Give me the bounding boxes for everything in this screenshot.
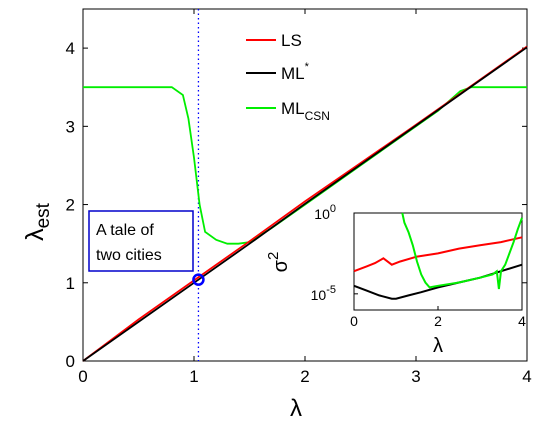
y-tick-label: 3 bbox=[66, 117, 75, 136]
annotation-box bbox=[88, 210, 194, 272]
x-tick-label: 1 bbox=[189, 367, 198, 386]
x-tick-label: 0 bbox=[78, 367, 87, 386]
y-tick-label: 1 bbox=[66, 274, 75, 293]
x-tick-label: 2 bbox=[300, 367, 309, 386]
inset-plot-area bbox=[353, 212, 523, 311]
legend-ml-star-base: ML bbox=[281, 64, 305, 83]
inset-x-tick-label: 0 bbox=[350, 313, 358, 329]
main-y-label-base: λ bbox=[21, 228, 49, 241]
inset-y-label-base: σ bbox=[270, 259, 292, 272]
inset-x-tick-label: 4 bbox=[518, 313, 526, 329]
x-tick-label: 4 bbox=[522, 367, 531, 386]
series-ml-star-line bbox=[82, 46, 528, 362]
inset-series-group bbox=[353, 212, 523, 300]
inset-x-tick-label: 2 bbox=[434, 313, 442, 329]
legend: LS ML* MLCSN bbox=[246, 31, 330, 123]
main-x-label: λ bbox=[290, 395, 302, 422]
highlight-marker bbox=[192, 273, 205, 286]
inset-y-tick-label: 10-5 bbox=[311, 284, 336, 303]
main-y-label: λest bbox=[21, 202, 54, 241]
legend-label-ml-csn: MLCSN bbox=[281, 99, 330, 123]
main-series-group bbox=[82, 45, 528, 362]
legend-ml-csn-base: ML bbox=[281, 99, 305, 118]
main-tick-labels: 0 1 2 3 4 0 1 2 3 4 bbox=[66, 39, 532, 386]
inset-y-tick-label: 100 bbox=[314, 203, 336, 222]
x-tick-label: 3 bbox=[411, 367, 420, 386]
inset-series-ml-csn-line bbox=[401, 212, 523, 290]
legend-label-ls: LS bbox=[281, 31, 302, 50]
inset-y-label: σ2 bbox=[265, 252, 292, 273]
annotation-line-1: A tale of bbox=[96, 222, 154, 239]
svg-text:σ2: σ2 bbox=[265, 252, 292, 273]
annotation-line-2: two cities bbox=[96, 247, 162, 264]
main-y-label-sub: est bbox=[33, 202, 54, 228]
legend-ml-star-sup: * bbox=[305, 61, 310, 73]
y-tick-label: 2 bbox=[66, 196, 75, 215]
svg-text:λest: λest bbox=[21, 202, 54, 241]
inset-y-label-sup: 2 bbox=[265, 252, 282, 260]
inset-x-label: λ bbox=[433, 335, 443, 357]
y-tick-label: 0 bbox=[66, 352, 75, 371]
legend-label-ml-star: ML* bbox=[281, 61, 310, 83]
legend-ml-csn-sub: CSN bbox=[305, 109, 330, 123]
inset-tick-labels: 0 2 4 100 10-5 bbox=[311, 203, 526, 329]
inset-ticks bbox=[353, 212, 523, 310]
inset-series-ls-line bbox=[353, 236, 523, 273]
y-tick-label: 4 bbox=[66, 39, 75, 58]
main-ticks bbox=[82, 9, 528, 362]
